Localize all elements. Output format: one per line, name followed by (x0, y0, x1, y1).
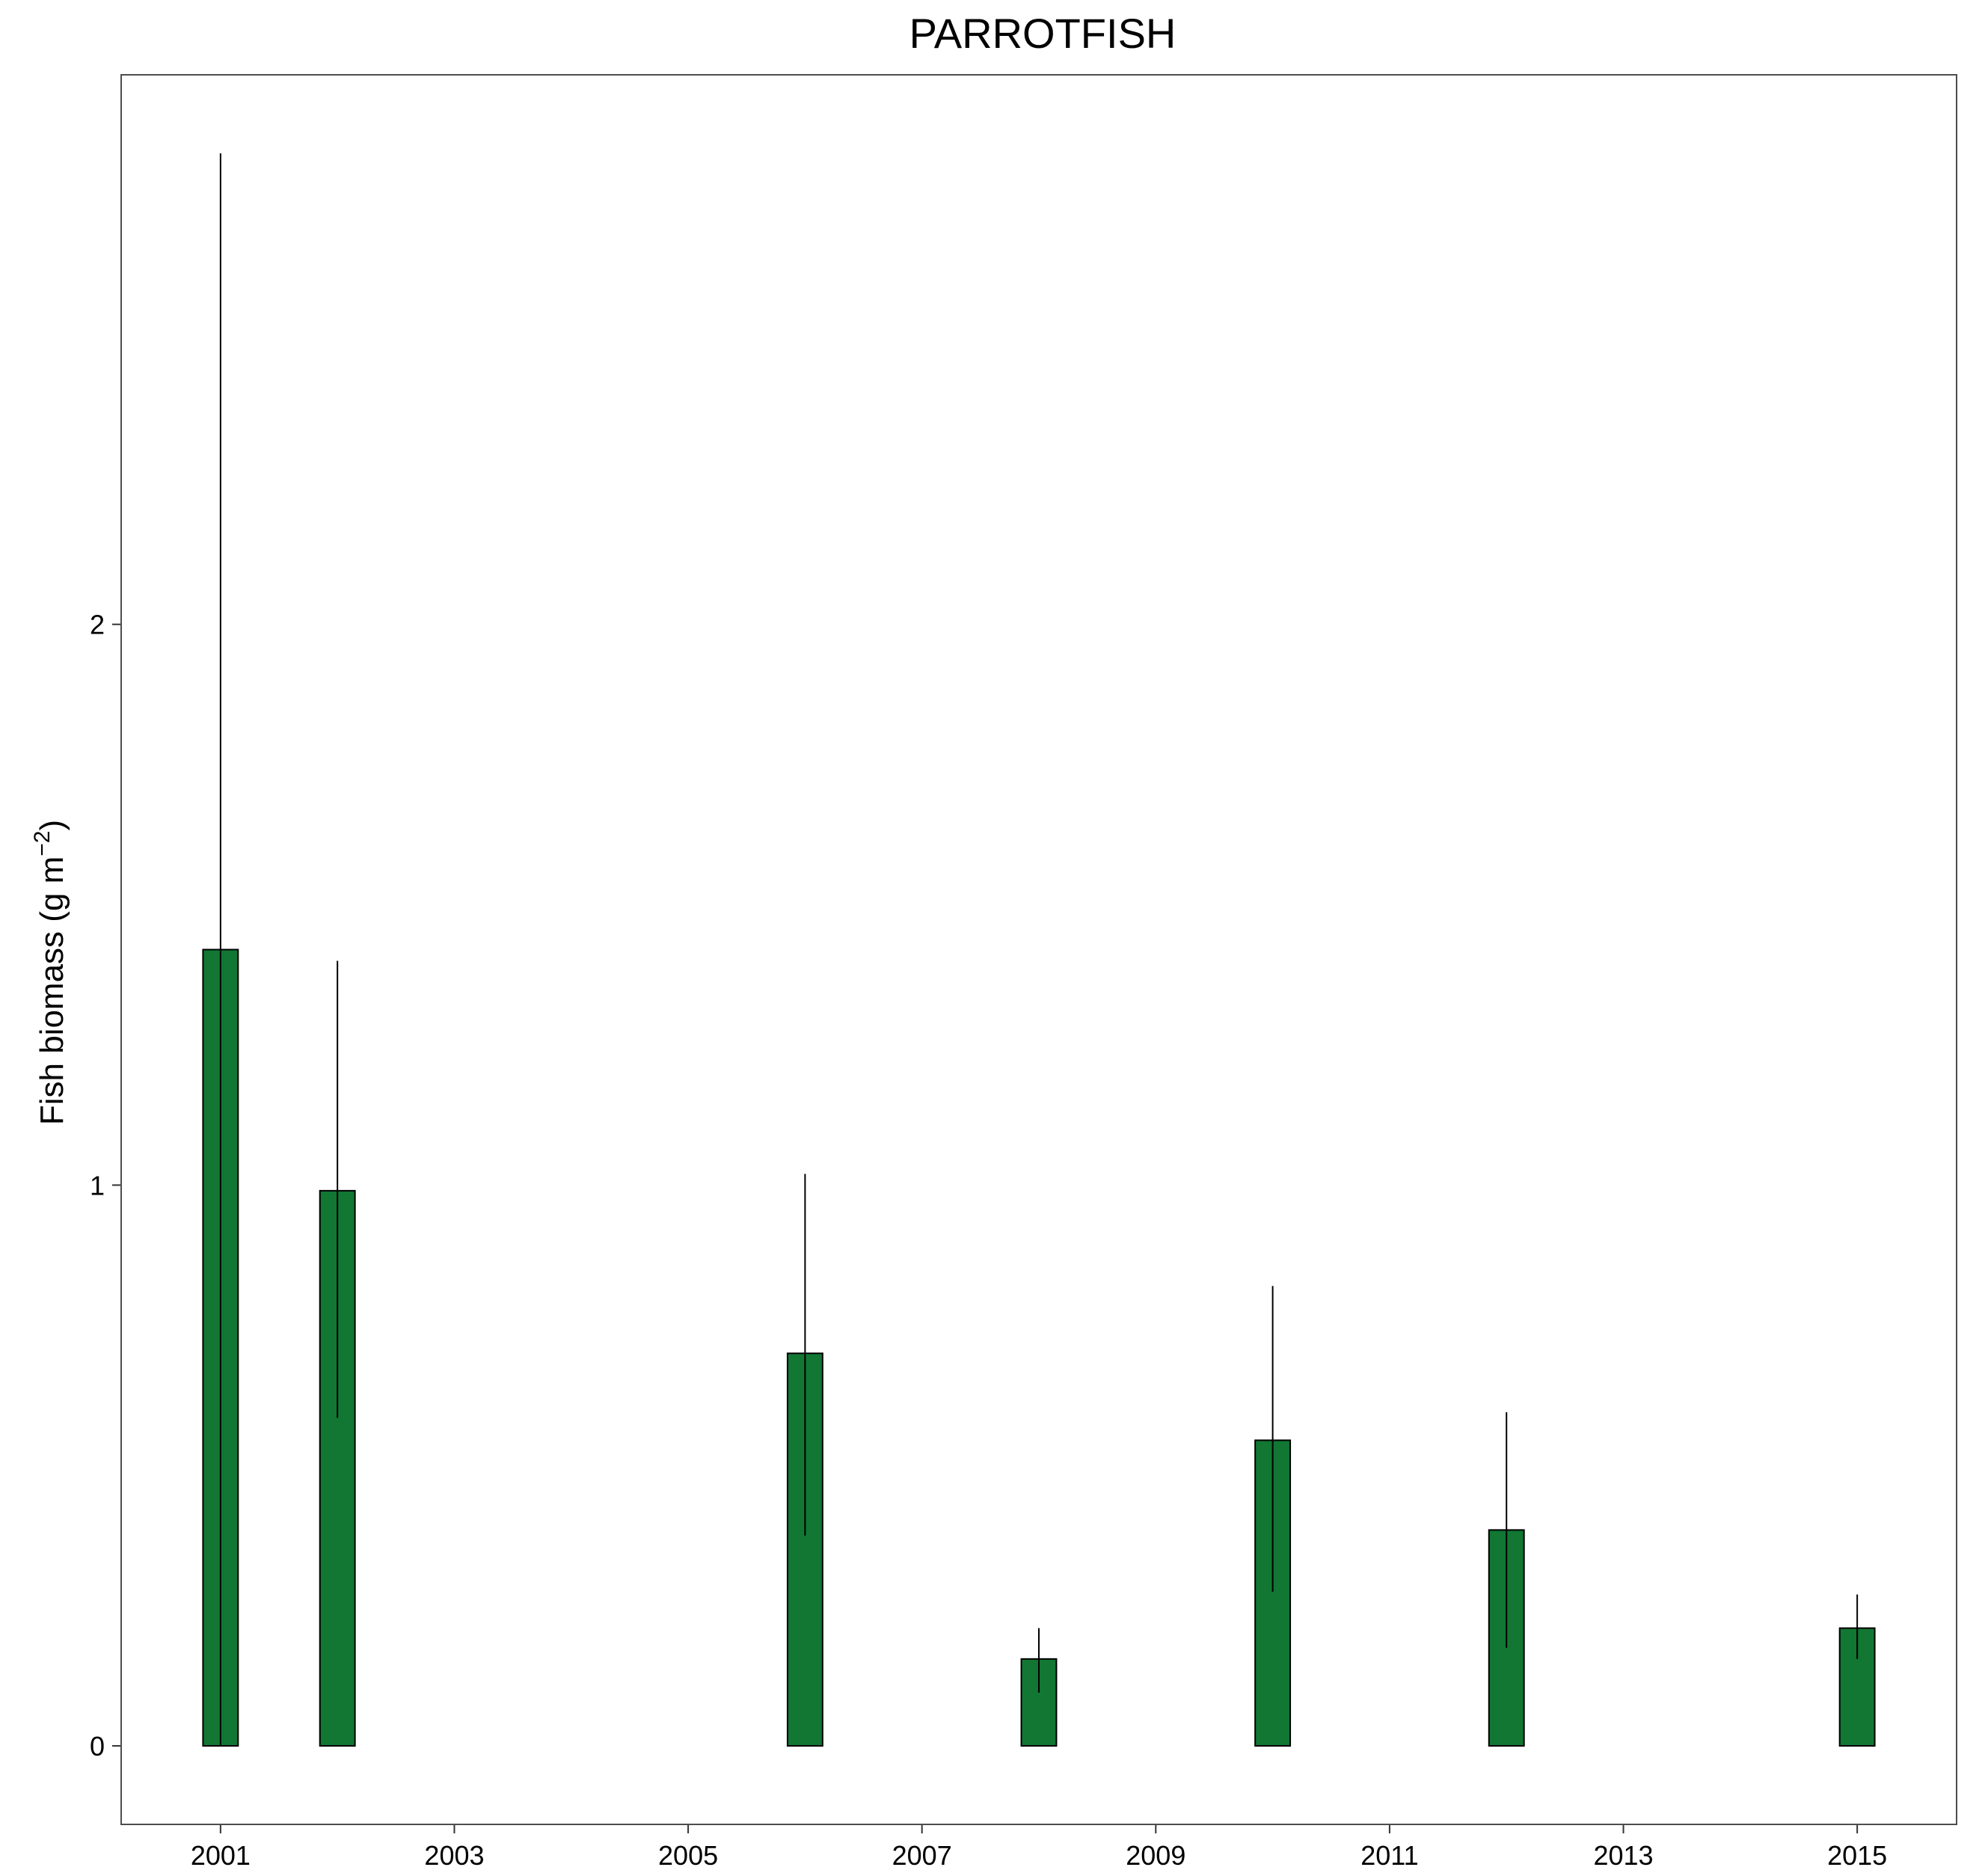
y-axis-title-main: Fish biomass (g m (34, 856, 70, 1125)
y-tick-label: 0 (90, 1731, 105, 1762)
plot-panel-border (120, 74, 1957, 1825)
y-axis: 0 1 2 (90, 610, 121, 1762)
y-tick-label: 1 (90, 1170, 105, 1201)
y-axis-title: Fish biomass (g m−2) (30, 820, 70, 1125)
x-axis: 2001 2003 2005 2007 2009 2011 2013 2015 (191, 1824, 1887, 1871)
x-tick-label: 2013 (1593, 1840, 1653, 1871)
x-tick-label: 2011 (1360, 1840, 1418, 1871)
y-axis-title-closing: ) (34, 820, 70, 831)
chart-title: PARROTFISH (909, 10, 1176, 57)
y-axis-title-superscript: −2 (30, 831, 55, 856)
x-tick-label: 2007 (892, 1840, 952, 1871)
x-tick-label: 2003 (424, 1840, 484, 1871)
error-bar-series (219, 153, 1859, 1747)
x-tick-label: 2005 (658, 1840, 718, 1871)
y-tick-label: 2 (90, 610, 105, 640)
plot-panel (121, 75, 1957, 1824)
x-tick-label: 2001 (191, 1840, 251, 1871)
x-tick-label: 2015 (1827, 1840, 1887, 1871)
x-tick-label: 2009 (1126, 1840, 1185, 1871)
